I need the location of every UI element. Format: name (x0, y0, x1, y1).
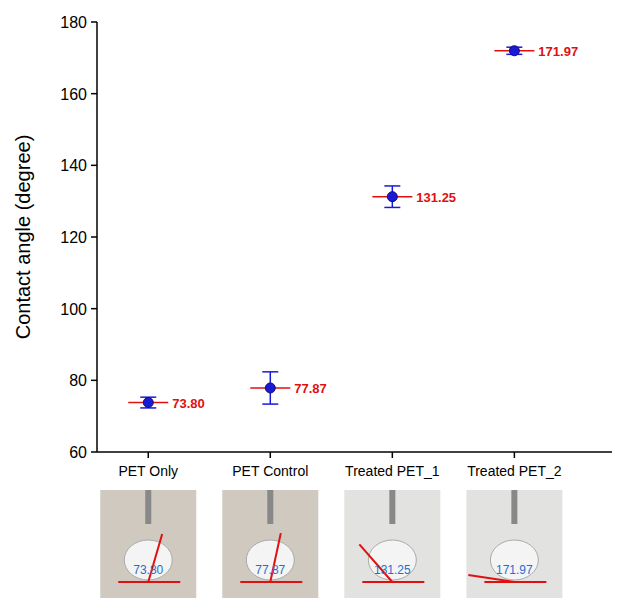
y-tick-label: 180 (60, 14, 87, 31)
photo-label: 77.87 (255, 563, 285, 577)
y-tick-label: 60 (69, 444, 87, 461)
point (265, 383, 275, 393)
data-label: 77.87 (294, 381, 327, 396)
error-cap (262, 403, 278, 405)
x-tick-label: Treated PET_2 (467, 463, 562, 479)
y-tick-label: 100 (60, 301, 87, 318)
chart: 60 80 100 120 140 160 180 Contact angle (degree… (0, 0, 617, 604)
photo-panel: 73.80 (100, 490, 196, 598)
photo-label: 131.25 (374, 563, 411, 577)
needle (389, 490, 395, 524)
x-tick-label: PET Control (232, 463, 308, 479)
x-tick-label: PET Only (118, 463, 178, 479)
photo-panel: 171.97 (466, 490, 562, 598)
photo-background (222, 490, 318, 598)
baseline (362, 581, 424, 583)
photo-background (100, 490, 196, 598)
data-label: 171.97 (538, 44, 578, 59)
photo-label: 73.80 (133, 563, 163, 577)
error-cap (384, 185, 400, 187)
point (387, 192, 397, 202)
x-tick (270, 452, 272, 458)
y-tick (91, 21, 97, 23)
x-tick (148, 452, 150, 458)
x-tick (514, 452, 516, 458)
y-tick (91, 236, 97, 238)
y-axis-title: Contact angle (degree) (12, 135, 34, 340)
needle (267, 490, 273, 524)
needle (511, 490, 517, 524)
y-tick (91, 93, 97, 95)
photo-label: 171.97 (496, 563, 533, 577)
y-tick (91, 451, 97, 453)
x-tick-label: Treated PET_1 (345, 463, 440, 479)
y-tick (91, 380, 97, 382)
marks (128, 46, 534, 408)
error-cap (262, 371, 278, 373)
error-cap (384, 207, 400, 209)
photo-background (344, 490, 440, 598)
data-label: 131.25 (416, 190, 456, 205)
x-axis (97, 451, 612, 453)
y-tick-label: 120 (60, 229, 87, 246)
y-tick (91, 308, 97, 310)
droplet (490, 540, 538, 580)
droplet (246, 540, 294, 580)
point (509, 46, 519, 56)
needle (145, 490, 151, 524)
y-tick-label: 160 (60, 86, 87, 103)
y-tick (91, 165, 97, 167)
y-tick-label: 80 (69, 372, 87, 389)
point (143, 398, 153, 408)
droplet (368, 540, 416, 580)
photo-panel: 77.87 (222, 490, 318, 598)
x-tick (392, 452, 394, 458)
droplet (124, 540, 172, 580)
baseline (484, 581, 546, 583)
data-label: 73.80 (172, 396, 205, 411)
y-tick-label: 140 (60, 157, 87, 174)
photo-background (466, 490, 562, 598)
photo-panel: 131.25 (344, 490, 440, 598)
